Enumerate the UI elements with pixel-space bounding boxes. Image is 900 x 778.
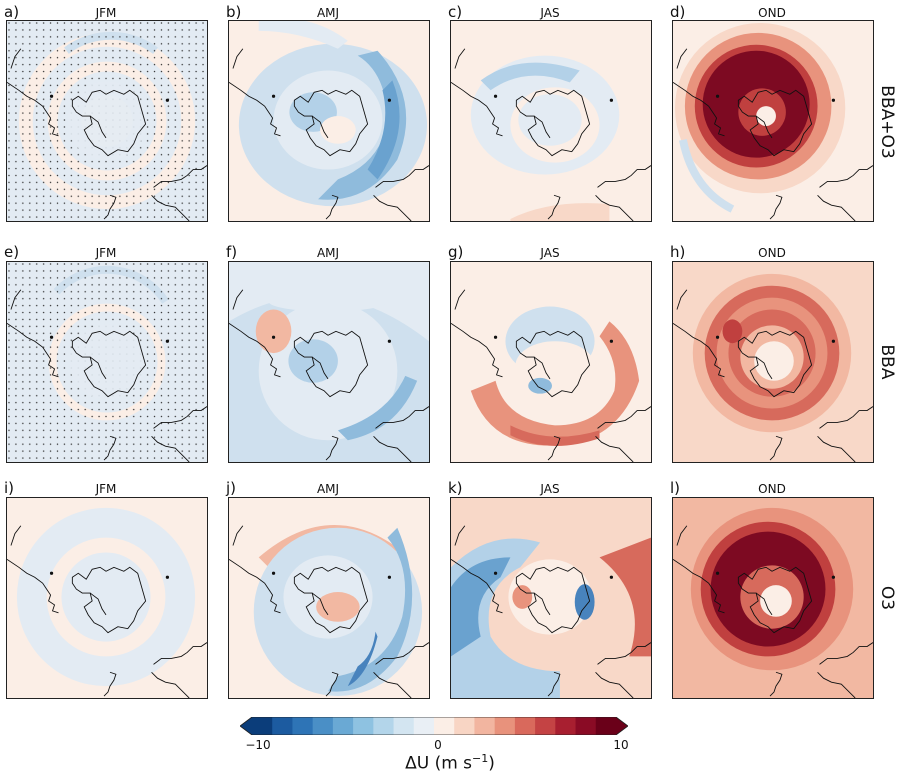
map-field-j bbox=[229, 498, 429, 698]
panel-label-l: l) bbox=[670, 479, 681, 497]
coastline bbox=[7, 525, 207, 698]
map-field-e bbox=[7, 262, 207, 462]
map-field-i bbox=[7, 498, 207, 698]
colorbar-label: ΔU (m s−1) bbox=[405, 752, 495, 774]
colorbar-segment bbox=[595, 717, 617, 735]
panel-season-a: JFM bbox=[95, 6, 117, 20]
panel-label-f: f) bbox=[226, 243, 238, 261]
row-label-bba-o3: BBA+O3 bbox=[877, 85, 897, 159]
map-field-h bbox=[673, 262, 873, 462]
panel-season-h: OND bbox=[758, 246, 786, 260]
colorbar-segment bbox=[252, 717, 273, 735]
colorbar-segment bbox=[413, 717, 435, 735]
panel-label-c: c) bbox=[448, 3, 463, 21]
colorbar-segment bbox=[454, 717, 475, 735]
map-field-a bbox=[7, 21, 207, 221]
colorbar-segment bbox=[535, 717, 556, 735]
coastline bbox=[7, 289, 207, 462]
map-panel-j bbox=[228, 497, 430, 699]
panel-season-d: OND bbox=[758, 6, 786, 20]
panel-season-f: AMJ bbox=[316, 246, 340, 260]
panel-label-j: j) bbox=[226, 479, 237, 497]
coastline bbox=[229, 48, 429, 221]
colorbar-segment bbox=[514, 717, 536, 735]
panel-season-c: JAS bbox=[540, 6, 560, 20]
map-field-k bbox=[451, 498, 651, 698]
panel-label-b: b) bbox=[226, 3, 242, 21]
panel-season-i: JFM bbox=[95, 482, 117, 496]
map-panel-i bbox=[6, 497, 208, 699]
colorbar-segment bbox=[474, 717, 496, 735]
map-panel-c bbox=[450, 20, 652, 222]
coastline bbox=[229, 289, 429, 462]
panel-label-g: g) bbox=[448, 243, 464, 261]
row-label-o3: O3 bbox=[877, 585, 897, 611]
panel-season-e: JFM bbox=[95, 246, 117, 260]
colorbar-segment bbox=[332, 717, 354, 735]
map-panel-d bbox=[672, 20, 874, 222]
map-panel-f bbox=[228, 261, 430, 463]
colorbar-tick-min: −10 bbox=[245, 738, 271, 752]
map-panel-k bbox=[450, 497, 652, 699]
panel-label-e: e) bbox=[4, 243, 20, 261]
map-field-f bbox=[229, 262, 429, 462]
coastline bbox=[673, 48, 873, 221]
colorbar-extend-max bbox=[616, 717, 628, 735]
colorbar-segment bbox=[575, 717, 597, 735]
colorbar-extend-min bbox=[240, 717, 252, 735]
map-field-b bbox=[229, 21, 429, 221]
coastline bbox=[451, 48, 651, 221]
panel-label-h: h) bbox=[670, 243, 686, 261]
map-field-c bbox=[451, 21, 651, 221]
colorbar-segment bbox=[494, 717, 516, 735]
panel-label-i: i) bbox=[4, 479, 15, 497]
panel-season-b: AMJ bbox=[316, 6, 340, 20]
panel-season-j: AMJ bbox=[316, 482, 340, 496]
panel-season-g: JAS bbox=[540, 246, 560, 260]
map-panel-l bbox=[672, 497, 874, 699]
coastline bbox=[7, 48, 207, 221]
coastline bbox=[451, 525, 651, 698]
colorbar-segment bbox=[555, 717, 577, 735]
coastline bbox=[229, 525, 429, 698]
colorbar-segment bbox=[353, 717, 374, 735]
colorbar-segment bbox=[393, 717, 415, 735]
panel-label-k: k) bbox=[448, 479, 463, 497]
coastline bbox=[673, 289, 873, 462]
map-panel-g bbox=[450, 261, 652, 463]
coastline bbox=[673, 525, 873, 698]
map-panel-e bbox=[6, 261, 208, 463]
colorbar-tick-max: 10 bbox=[613, 738, 629, 752]
colorbar-segment bbox=[312, 717, 334, 735]
row-label-bba: BBA bbox=[877, 344, 897, 380]
map-field-l bbox=[673, 498, 873, 698]
map-field-g bbox=[451, 262, 651, 462]
colorbar-segment bbox=[272, 717, 293, 735]
panel-season-k: JAS bbox=[540, 482, 560, 496]
coastline bbox=[451, 289, 651, 462]
map-panel-a bbox=[6, 20, 208, 222]
panel-label-d: d) bbox=[670, 3, 686, 21]
map-field-d bbox=[673, 21, 873, 221]
colorbar-segment bbox=[434, 717, 455, 735]
colorbar bbox=[240, 717, 628, 735]
colorbar-segment bbox=[373, 717, 395, 735]
map-panel-b bbox=[228, 20, 430, 222]
map-panel-h bbox=[672, 261, 874, 463]
colorbar-segment bbox=[292, 717, 314, 735]
colorbar-tick-zero: 0 bbox=[434, 738, 442, 752]
panel-label-a: a) bbox=[4, 3, 20, 21]
panel-season-l: OND bbox=[758, 482, 786, 496]
